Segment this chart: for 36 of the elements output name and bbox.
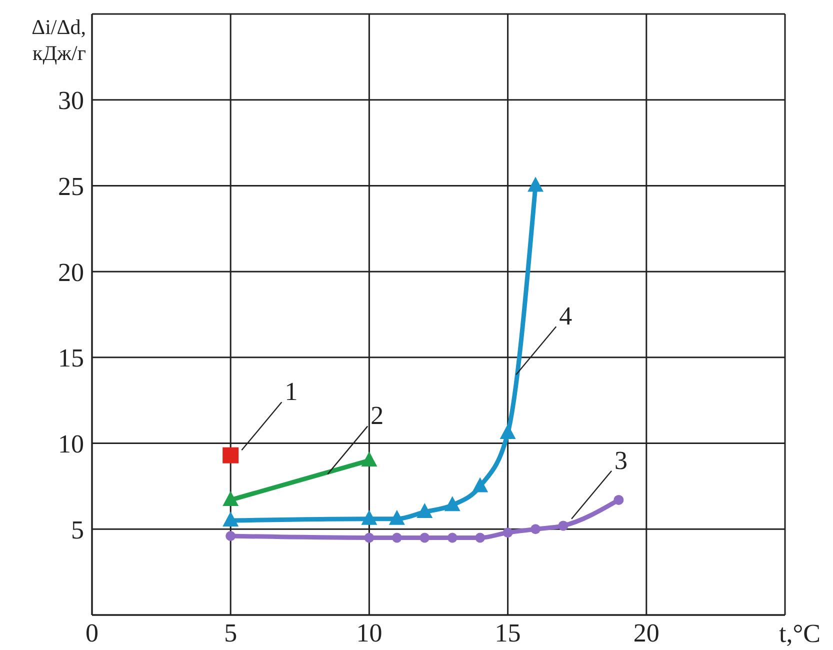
y-tick-label: 5 — [71, 515, 84, 544]
x-tick-label: 5 — [224, 618, 238, 648]
y-tick-label: 25 — [58, 172, 84, 201]
y-tick-label: 30 — [58, 86, 84, 116]
point — [388, 510, 405, 525]
annotation: 3 — [614, 446, 628, 475]
point — [222, 447, 239, 464]
x-axis-title: t,°C — [779, 619, 820, 648]
point — [392, 532, 402, 543]
point — [558, 520, 568, 531]
x-tick-label: 0 — [86, 618, 98, 648]
point — [361, 510, 378, 525]
x-tick-label: 15 — [494, 618, 521, 648]
y-tick-label: 20 — [58, 258, 84, 287]
annotation: 4 — [559, 302, 572, 331]
x-tick-label: 20 — [633, 618, 660, 648]
point — [364, 532, 374, 543]
annotation: 1 — [284, 377, 298, 406]
point — [416, 502, 433, 518]
y-axis-title: Δi/Δd, кДж/г — [32, 15, 86, 65]
annotation: 2 — [370, 401, 384, 430]
point — [420, 532, 430, 543]
point — [472, 477, 488, 492]
point — [530, 524, 541, 534]
point — [226, 531, 236, 542]
point — [222, 512, 239, 527]
point — [502, 528, 513, 538]
y-tick-label: 15 — [58, 344, 84, 373]
point — [447, 532, 458, 543]
point — [500, 424, 516, 439]
y-tick-label: 10 — [58, 430, 84, 459]
point — [528, 176, 544, 192]
point — [475, 532, 486, 543]
x-tick-label: 10 — [356, 618, 382, 648]
point — [614, 494, 624, 505]
point — [444, 496, 460, 512]
